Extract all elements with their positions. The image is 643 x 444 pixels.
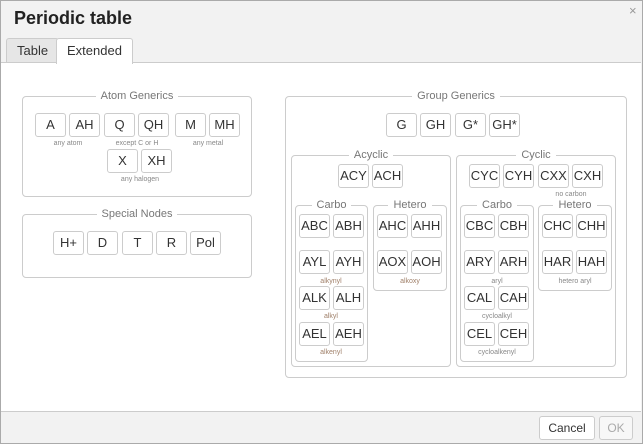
group-button-ach[interactable]: ACH [372,164,403,188]
tab-table[interactable]: Table [6,38,60,63]
atom-button-m[interactable]: M [175,113,206,137]
atom-button-q[interactable]: Q [104,113,135,137]
group-button-cah[interactable]: CAH [498,286,529,310]
caption: alkynyl [320,278,342,285]
group-button-gh[interactable]: GH [420,113,451,137]
tab-extended[interactable]: Extended [56,38,133,64]
group-button-aox[interactable]: AOX [377,250,408,274]
legend: Cyclic [516,149,556,161]
group-button-cbc[interactable]: CBC [464,214,495,238]
caption: any halogen [120,176,160,183]
group-button-ayh[interactable]: AYH [333,250,364,274]
group-button-cxh[interactable]: CXH [572,164,603,188]
caption: any metal [192,140,224,147]
group-button-cxx[interactable]: CXX [538,164,569,188]
group-button-ahh[interactable]: AHH [411,214,442,238]
acyclic-carbo-group: Carbo [295,199,368,362]
legend: Special Nodes [96,208,178,220]
special-nodes-group: Special Nodes [22,208,252,278]
atom-button-ah[interactable]: AH [69,113,100,137]
group-generics-group: Group Generics [285,90,627,378]
group-button-cal[interactable]: CAL [464,286,495,310]
group-button-g-star[interactable]: G* [455,113,486,137]
caption: any atom [53,140,83,147]
group-button-ary[interactable]: ARY [464,250,495,274]
group-button-har[interactable]: HAR [542,250,573,274]
legend: Acyclic [348,149,394,161]
caption: alkoxy [400,278,420,285]
group-button-alh[interactable]: ALH [333,286,364,310]
caption: cycloalkenyl [478,349,516,356]
group-button-gh-star[interactable]: GH* [489,113,520,137]
group-button-chh[interactable]: CHH [576,214,607,238]
atom-button-mh[interactable]: MH [209,113,240,137]
special-button-d[interactable]: D [87,231,118,255]
group-button-alk[interactable]: ALK [299,286,330,310]
cyclic-group: Cyclic [456,149,616,367]
caption: alkenyl [320,349,342,356]
legend: Atom Generics [95,90,179,102]
caption: alkyl [323,313,338,320]
legend: Carbo [311,199,352,211]
caption: aryl [491,278,503,285]
group-button-arh[interactable]: ARH [498,250,529,274]
atom-button-qh[interactable]: QH [138,113,169,137]
caption: cycloalkyl [482,313,512,320]
group-button-ahc[interactable]: AHC [377,214,408,238]
group-button-ceh[interactable]: CEH [498,322,529,346]
caption: hetero aryl [558,278,592,285]
group-button-cbh[interactable]: CBH [498,214,529,238]
group-button-ael[interactable]: AEL [299,322,330,346]
group-button-g[interactable]: G [386,113,417,137]
caption: no carbon [555,191,587,198]
special-button-r[interactable]: R [156,231,187,255]
caption: except C or H [115,140,159,147]
special-button-hplus[interactable]: H+ [53,231,84,255]
atom-button-x[interactable]: X [107,149,138,173]
dialog-title: Periodic table [14,8,133,28]
group-button-cel[interactable]: CEL [464,322,495,346]
ok-button[interactable]: OK [599,416,633,440]
legend: Hetero [553,199,597,211]
legend: Group Generics [412,90,500,102]
group-button-acy[interactable]: ACY [338,164,369,188]
atom-button-xh[interactable]: XH [141,149,172,173]
special-button-t[interactable]: T [122,231,153,255]
group-button-aeh[interactable]: AEH [333,322,364,346]
acyclic-hetero-group: Hetero [373,199,447,291]
acyclic-group: Acyclic [291,149,451,367]
legend: Hetero [388,199,432,211]
cyclic-carbo-group: Carbo [460,199,534,362]
group-button-abc[interactable]: ABC [299,214,330,238]
legend: Carbo [477,199,517,211]
cyclic-hetero-group: Hetero [538,199,612,291]
group-button-cyh[interactable]: CYH [503,164,534,188]
group-button-chc[interactable]: CHC [542,214,573,238]
group-button-hah[interactable]: HAH [576,250,607,274]
group-button-ayl[interactable]: AYL [299,250,330,274]
group-button-cyc[interactable]: CYC [469,164,500,188]
atom-generics-group: Atom Generics [22,90,252,197]
cancel-button[interactable]: Cancel [539,416,595,440]
close-icon[interactable]: × [629,3,637,18]
group-button-abh[interactable]: ABH [333,214,364,238]
special-button-pol[interactable]: Pol [190,231,221,255]
group-button-aoh[interactable]: AOH [411,250,442,274]
atom-button-a[interactable]: A [35,113,66,137]
